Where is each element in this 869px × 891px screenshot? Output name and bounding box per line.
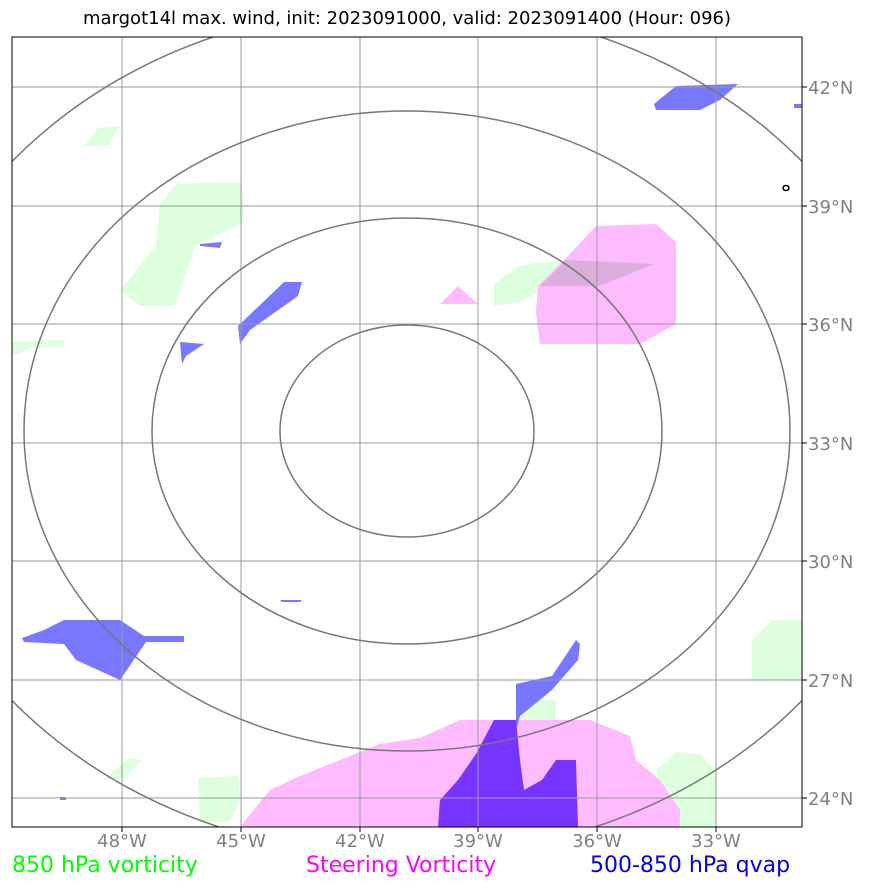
steering-region [440, 286, 478, 304]
lat-tick-label: 27°N [808, 671, 853, 692]
vorticity-region [120, 182, 244, 306]
steering-vorticity-regions [240, 224, 680, 827]
qvap-region [280, 600, 302, 602]
lat-tick-label: 39°N [808, 197, 853, 218]
qvap-region [516, 640, 580, 730]
map-frame [11, 36, 803, 828]
lon-tick-marks [121, 827, 717, 832]
qvap-region [238, 282, 302, 344]
qvap-regions [22, 84, 802, 800]
legend-850-vorticity: 850 hPa vorticity [12, 853, 198, 878]
qvap-dark-region [438, 720, 578, 827]
legend-qvap: 500-850 hPa qvap [590, 853, 791, 878]
qvap-region [22, 620, 184, 680]
range-ring [23, 110, 791, 752]
lat-tick-labels: 42°N 39°N 36°N 33°N 30°N 27°N 24°N [808, 78, 853, 810]
map-title: margot14l max. wind, init: 2023091000, v… [82, 8, 732, 29]
lon-tick-label: 33°W [691, 831, 741, 852]
lon-tick-label: 48°W [97, 831, 147, 852]
lat-tick-label: 42°N [808, 78, 853, 99]
lat-tick-label: 24°N [808, 789, 853, 810]
range-ring [151, 217, 663, 645]
vorticity-region [752, 620, 802, 680]
lon-tick-label: 42°W [335, 831, 385, 852]
lon-tick-label: 39°W [453, 831, 503, 852]
range-ring [279, 324, 535, 538]
steering-region [536, 224, 676, 344]
range-ring [12, 37, 802, 827]
lon-tick-labels: 48°W 45°W 42°W 39°W 36°W 33°W [97, 831, 741, 852]
legend-steering-vorticity: Steering Vorticity [306, 853, 497, 878]
graticule [12, 37, 802, 827]
lat-tick-label: 33°N [808, 434, 853, 455]
vorticity-850-regions [12, 126, 802, 827]
lat-tick-label: 30°N [808, 552, 853, 573]
lon-tick-label: 45°W [216, 831, 266, 852]
vorticity-region [12, 340, 64, 356]
vorticity-region [84, 126, 120, 146]
lat-tick-label: 36°N [808, 315, 853, 336]
lat-tick-marks [802, 86, 807, 799]
lon-tick-label: 36°W [572, 831, 622, 852]
island-outline [782, 184, 790, 192]
range-rings [12, 37, 802, 827]
qvap-region [180, 342, 204, 364]
vorticity-region [198, 776, 240, 822]
qvap-region [794, 104, 802, 108]
qvap-region [654, 84, 738, 110]
qvap-region [200, 242, 222, 248]
